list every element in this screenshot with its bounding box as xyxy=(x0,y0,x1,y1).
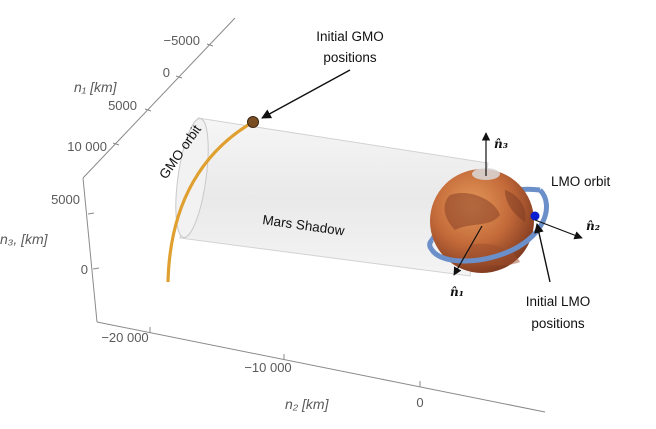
n3-axis-line xyxy=(82,177,98,323)
gmo-pointer-arrow xyxy=(261,69,351,119)
n3-tick-labels: 5000 0 xyxy=(51,192,88,277)
lmo-positions-label-line1: Initial LMO xyxy=(526,294,591,309)
gmo-satellite-marker xyxy=(247,116,259,128)
n3-vector-label: n̂₃ xyxy=(494,137,508,151)
bounding-box xyxy=(82,17,546,413)
n1-tick: −5000 xyxy=(163,33,200,48)
lmo-orbit-front xyxy=(427,188,549,264)
n3-axis-label: n₃, [km] xyxy=(0,231,49,247)
gmo-orbit-arc xyxy=(166,120,254,283)
n1-tick: 5000 xyxy=(108,98,137,113)
n2-tick-labels: −20 000 −10 000 0 xyxy=(101,330,423,410)
n2-vector-arrow xyxy=(534,219,583,240)
lmo-satellite-marker xyxy=(530,211,540,221)
n1-tick: 10 000 xyxy=(67,139,107,154)
mars-shadow-cylinder xyxy=(175,117,489,277)
lmo-orbit-label: LMO orbit xyxy=(551,174,611,189)
n1-vector-label: n̂₁ xyxy=(450,285,464,299)
n2-axis-label: n₂ [km] xyxy=(285,396,330,412)
n1-tick: 0 xyxy=(163,65,170,80)
mars-planet xyxy=(430,168,534,273)
n1-axis-label: n₁ [km] xyxy=(74,79,118,95)
n2-tick: −20 000 xyxy=(101,330,148,345)
lmo-positions-label-line2: positions xyxy=(531,316,585,331)
n2-axis-line xyxy=(96,321,546,413)
n3-tick: 5000 xyxy=(51,192,80,207)
n1-tick-labels: −5000 0 5000 10 000 xyxy=(67,33,200,154)
lmo-pointer-arrow xyxy=(534,223,551,283)
gmo-positions-label-line1: Initial GMO xyxy=(316,29,384,44)
n2-tick: −10 000 xyxy=(244,360,291,375)
n2-tick: 0 xyxy=(416,395,423,410)
gmo-positions-label-line2: positions xyxy=(323,50,377,65)
frame-vectors xyxy=(453,132,583,276)
n2-vector-label: n̂₂ xyxy=(586,219,600,233)
n1-vector-arrow xyxy=(453,225,483,276)
n3-tick: 0 xyxy=(81,262,88,277)
